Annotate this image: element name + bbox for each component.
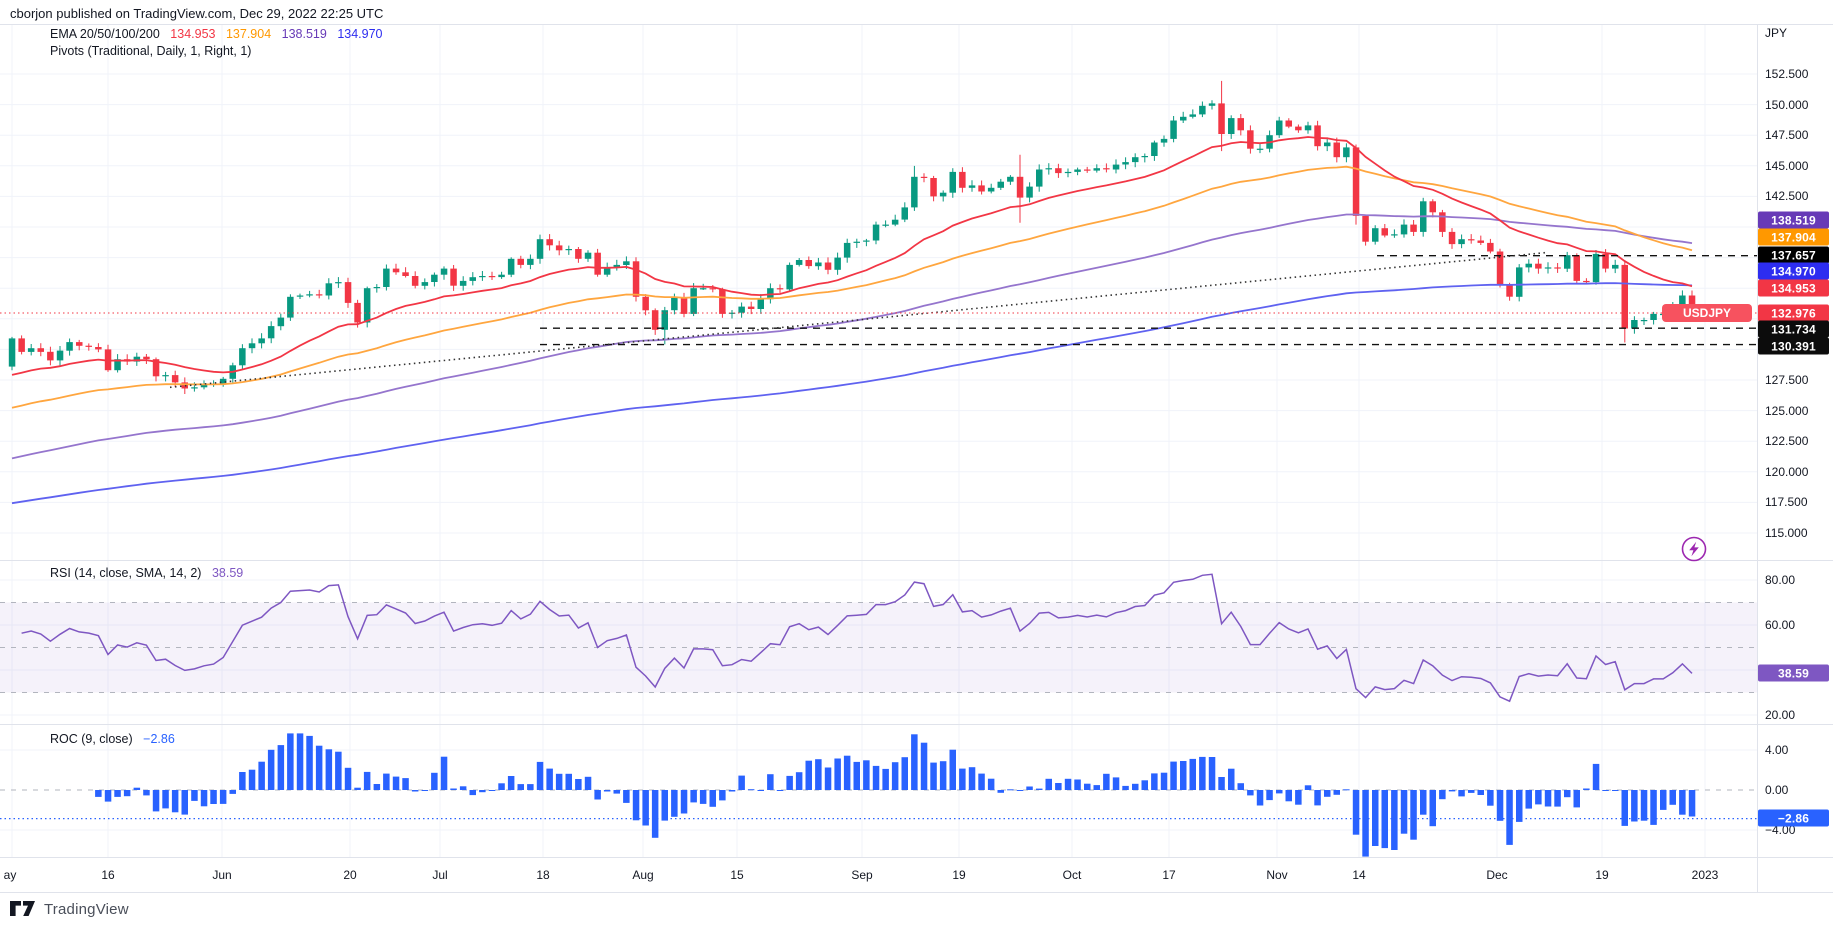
time-axis-label: 20 (343, 868, 357, 882)
price-axis-badge: 134.953 (1758, 279, 1829, 297)
price-tick: 115.000 (1765, 526, 1808, 540)
price-tick: 125.000 (1765, 403, 1809, 418)
rsi-legend[interactable]: RSI (14, close, SMA, 14, 2) 38.59 (50, 566, 243, 580)
roc-tick: 0.00 (1765, 783, 1789, 797)
price-axis-badge: 134.970 (1758, 262, 1829, 280)
price-tick: 152.500 (1765, 67, 1809, 81)
price-tick: 142.500 (1765, 189, 1809, 204)
price-axis-currency: JPY (1765, 26, 1788, 40)
price-axis-badge: 132.976 (1758, 304, 1829, 322)
indicator-axis-badge: −2.86 (1758, 809, 1829, 827)
ema-legend-title: EMA 20/50/100/200 (50, 27, 160, 41)
time-axis-label: 15 (730, 868, 744, 882)
price-axis-badge: 137.657 (1758, 246, 1829, 264)
price-tick: 150.000 (1765, 97, 1809, 112)
price-tick: 117.500 (1765, 495, 1808, 510)
roc-legend-title: ROC (9, close) (50, 732, 133, 746)
boost-lightning-icon[interactable] (1681, 536, 1707, 562)
attribution-text: cborjon published on TradingView.com, De… (10, 6, 384, 21)
time-axis-label: 18 (536, 868, 550, 882)
time-axis-label: 19 (1595, 868, 1609, 882)
time-axis-label: Oct (1062, 868, 1082, 882)
time-axis-label: 2023 (1691, 868, 1719, 882)
price-tick: 127.500 (1765, 373, 1809, 387)
ema200-value: 134.970 (337, 27, 383, 41)
time-axis-label: Jun (212, 868, 232, 882)
time-axis-label: Jul (432, 868, 448, 882)
roc-legend[interactable]: ROC (9, close) −2.86 (50, 732, 175, 746)
price-tick: 122.500 (1765, 434, 1809, 449)
tradingview-brand-text: TradingView (44, 901, 129, 918)
rsi-tick: 60.00 (1765, 618, 1796, 632)
ema100-value: 138.519 (281, 27, 327, 41)
roc-tick: −4.00 (1765, 823, 1796, 837)
time-axis-label: Nov (1266, 868, 1288, 882)
price-axis-badge: 137.904 (1758, 228, 1829, 246)
ema50-value: 137.904 (225, 27, 272, 41)
tradingview-footer[interactable]: TradingView (10, 901, 129, 918)
roc-tick: 4.00 (1765, 743, 1789, 757)
price-tick: 145.000 (1765, 158, 1809, 173)
price-tick: 147.500 (1765, 128, 1809, 143)
indicator-axis-badge: 38.59 (1758, 664, 1829, 682)
price-tick: 120.000 (1765, 464, 1809, 479)
rsi-legend-title: RSI (14, close, SMA, 14, 2) (50, 566, 202, 580)
time-axis-label: Aug (632, 868, 654, 882)
price-axis-badge: 138.519 (1758, 211, 1829, 229)
time-axis-label: 14 (1352, 868, 1366, 882)
time-axis-label: ay (3, 868, 17, 882)
time-axis-label: 16 (101, 868, 115, 882)
time-axis-label: 17 (1162, 868, 1176, 882)
time-axis-label: Sep (851, 868, 873, 882)
tradingview-logo-icon (10, 901, 35, 916)
time-axis-label: Dec (1486, 868, 1508, 882)
price-axis-badge: 131.734 (1758, 320, 1829, 338)
symbol-price-pill: USDJPY (1662, 304, 1752, 322)
pivots-legend[interactable]: Pivots (Traditional, Daily, 1, Right, 1) (50, 44, 252, 58)
ema20-value: 134.953 (170, 27, 216, 41)
price-axis-badge: 130.391 (1758, 337, 1829, 355)
rsi-tick: 80.00 (1765, 573, 1796, 587)
rsi-tick: 20.00 (1765, 708, 1796, 722)
rsi-value: 38.59 (211, 566, 244, 580)
roc-value: −2.86 (143, 732, 175, 746)
ema-legend[interactable]: EMA 20/50/100/200 134.953 137.904 138.51… (50, 27, 383, 41)
time-axis-label: 19 (952, 868, 966, 882)
